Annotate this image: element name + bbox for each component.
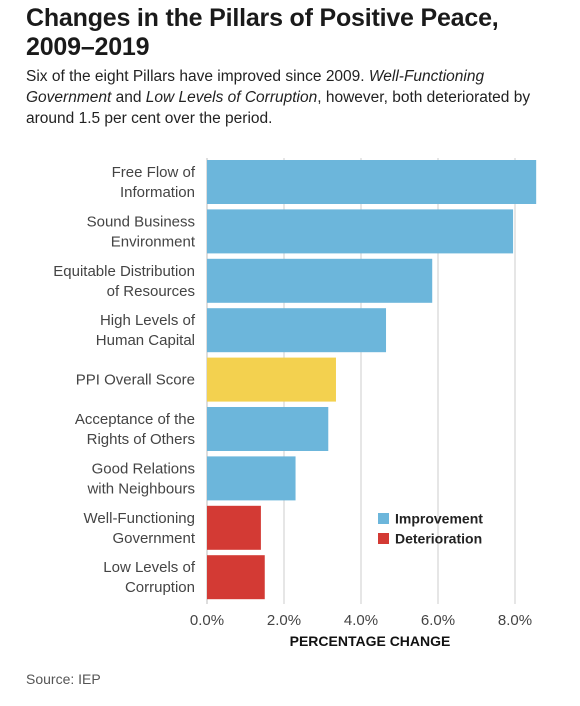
source-note: Source: IEP <box>26 671 101 687</box>
category-label-line: Good Relations <box>92 460 195 477</box>
category-label-line: Low Levels of <box>103 559 196 576</box>
category-label: Good Relations with Neighbours <box>86 460 195 497</box>
category-label-line: Rights of Others <box>87 431 195 448</box>
subtitle-text-2: and <box>111 89 146 106</box>
subtitle-text-1: Six of the eight Pillars have improved s… <box>26 68 369 85</box>
subtitle-italic-2: Low Levels of Corruption <box>145 89 318 106</box>
category-label: Equitable Distribution of Resources <box>53 263 195 300</box>
bar-improvement <box>207 160 537 204</box>
category-label-line: with Neighbours <box>86 480 195 497</box>
x-tick-label: 6.0% <box>421 612 455 629</box>
legend-swatch <box>378 533 389 544</box>
category-label-line: Government <box>112 530 195 547</box>
category-label-line: Equitable Distribution <box>53 263 195 280</box>
legend-label: Improvement <box>395 511 483 527</box>
category-label-line: Environment <box>111 233 196 250</box>
x-tick-label: 8.0% <box>498 612 532 629</box>
legend-swatch <box>378 513 389 524</box>
x-axis-ticks: 0.0% 2.0% 4.0% 6.0% 8.0% <box>190 612 532 629</box>
legend-label: Deterioration <box>395 531 482 547</box>
category-label-line: Acceptance of the <box>75 411 195 428</box>
category-label-line: Information <box>120 184 195 201</box>
category-label: Sound Business Environment <box>87 213 196 250</box>
category-label-line: Free Flow of <box>112 164 196 181</box>
category-label: Acceptance of the Rights of Others <box>75 411 195 448</box>
legend: Improvement Deterioration <box>378 511 483 547</box>
category-label: Well-Functioning Government <box>84 510 196 547</box>
category-label-line: of Resources <box>107 283 195 300</box>
category-labels: Free Flow of Information Sound Business Env… <box>53 164 196 596</box>
category-label-line: Sound Business <box>87 213 195 230</box>
subtitle-text-3: , however, both deteriorated by around 1… <box>26 89 531 127</box>
chart-title: Changes in the Pillars of Positive Peace… <box>26 4 499 61</box>
bars <box>207 160 537 600</box>
bar-improvement <box>207 456 296 501</box>
category-label: High Levels of Human Capital <box>96 312 196 349</box>
bar-deterioration <box>207 505 261 550</box>
category-label: Low Levels of Corruption <box>103 559 196 596</box>
category-label: PPI Overall Score <box>76 372 195 389</box>
category-label-line: High Levels of <box>100 312 196 329</box>
category-label: Free Flow of Information <box>112 164 196 201</box>
bar-overall <box>207 357 336 402</box>
bar-improvement <box>207 407 329 451</box>
chart-subtitle: Six of the eight Pillars have improved s… <box>26 66 571 129</box>
x-tick-label: 4.0% <box>344 612 378 629</box>
category-label-line: Corruption <box>125 579 195 596</box>
x-tick-label: 2.0% <box>267 612 301 629</box>
category-label-line: PPI Overall Score <box>76 372 195 389</box>
category-label-line: Human Capital <box>96 332 195 349</box>
x-tick-label: 0.0% <box>190 612 224 629</box>
bar-improvement <box>207 308 387 353</box>
subtitle-italic-1: Well-Functioning Government <box>26 68 485 106</box>
category-label-line: Well-Functioning <box>84 510 195 527</box>
bar-improvement <box>207 209 514 254</box>
x-axis-title: PERCENTAGE CHANGE <box>290 633 451 649</box>
bar-deterioration <box>207 555 265 600</box>
bar-improvement <box>207 258 433 303</box>
